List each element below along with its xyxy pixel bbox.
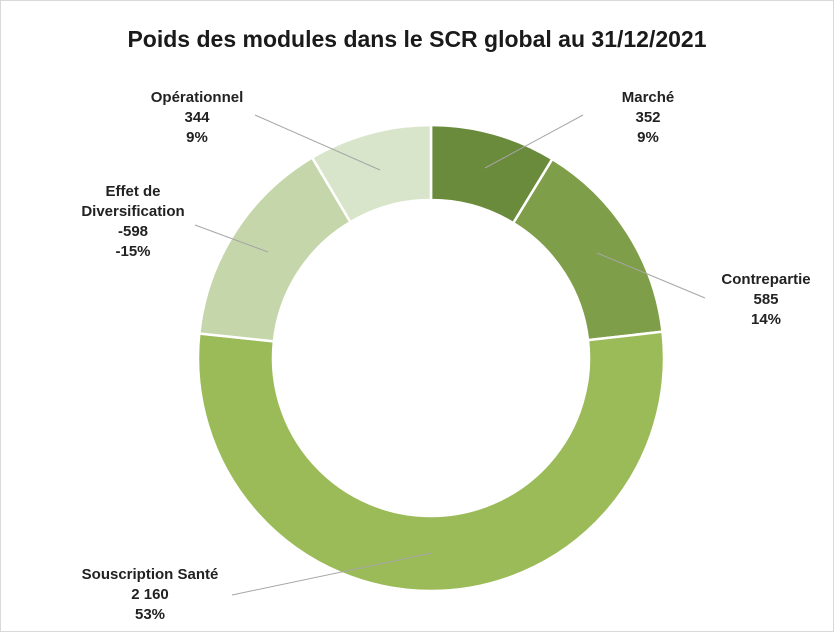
value-label: 344	[184, 109, 210, 126]
value-label: 352	[635, 109, 661, 126]
donut-slice	[511, 157, 664, 342]
percentage-label: 53%	[134, 606, 166, 623]
donut-slice	[196, 330, 666, 593]
value-label: 2 160	[131, 586, 169, 603]
donut-slice	[310, 123, 433, 224]
percentage-label: 14%	[750, 311, 782, 328]
data-label: Marché 352 9%	[588, 88, 708, 148]
data-label: Opérationnel 344 9%	[132, 88, 262, 148]
data-label: Souscription Santé 2 160 53%	[50, 565, 250, 625]
value-label: -598	[117, 223, 149, 240]
category-label: Contrepartie	[721, 271, 811, 288]
leader-line	[484, 114, 584, 169]
leader-line	[231, 552, 433, 596]
category-label: Marché	[621, 89, 675, 106]
leader-line	[254, 114, 381, 171]
chart-title: Poids des modules dans le SCR global au …	[127, 26, 707, 52]
percentage-label: -15%	[115, 243, 151, 260]
category-label: Effet de Diversification	[81, 183, 185, 220]
percentage-label: 9%	[186, 129, 208, 146]
value-label: 585	[753, 291, 779, 308]
category-label: Souscription Santé	[81, 566, 219, 583]
category-label: Opérationnel	[150, 89, 244, 106]
leader-line	[596, 252, 706, 299]
percentage-label: 9%	[637, 129, 659, 146]
data-label: Effet de Diversification -598 -15%	[73, 182, 193, 262]
data-label: Contrepartie 585 14%	[706, 270, 826, 330]
leader-line	[194, 224, 269, 253]
